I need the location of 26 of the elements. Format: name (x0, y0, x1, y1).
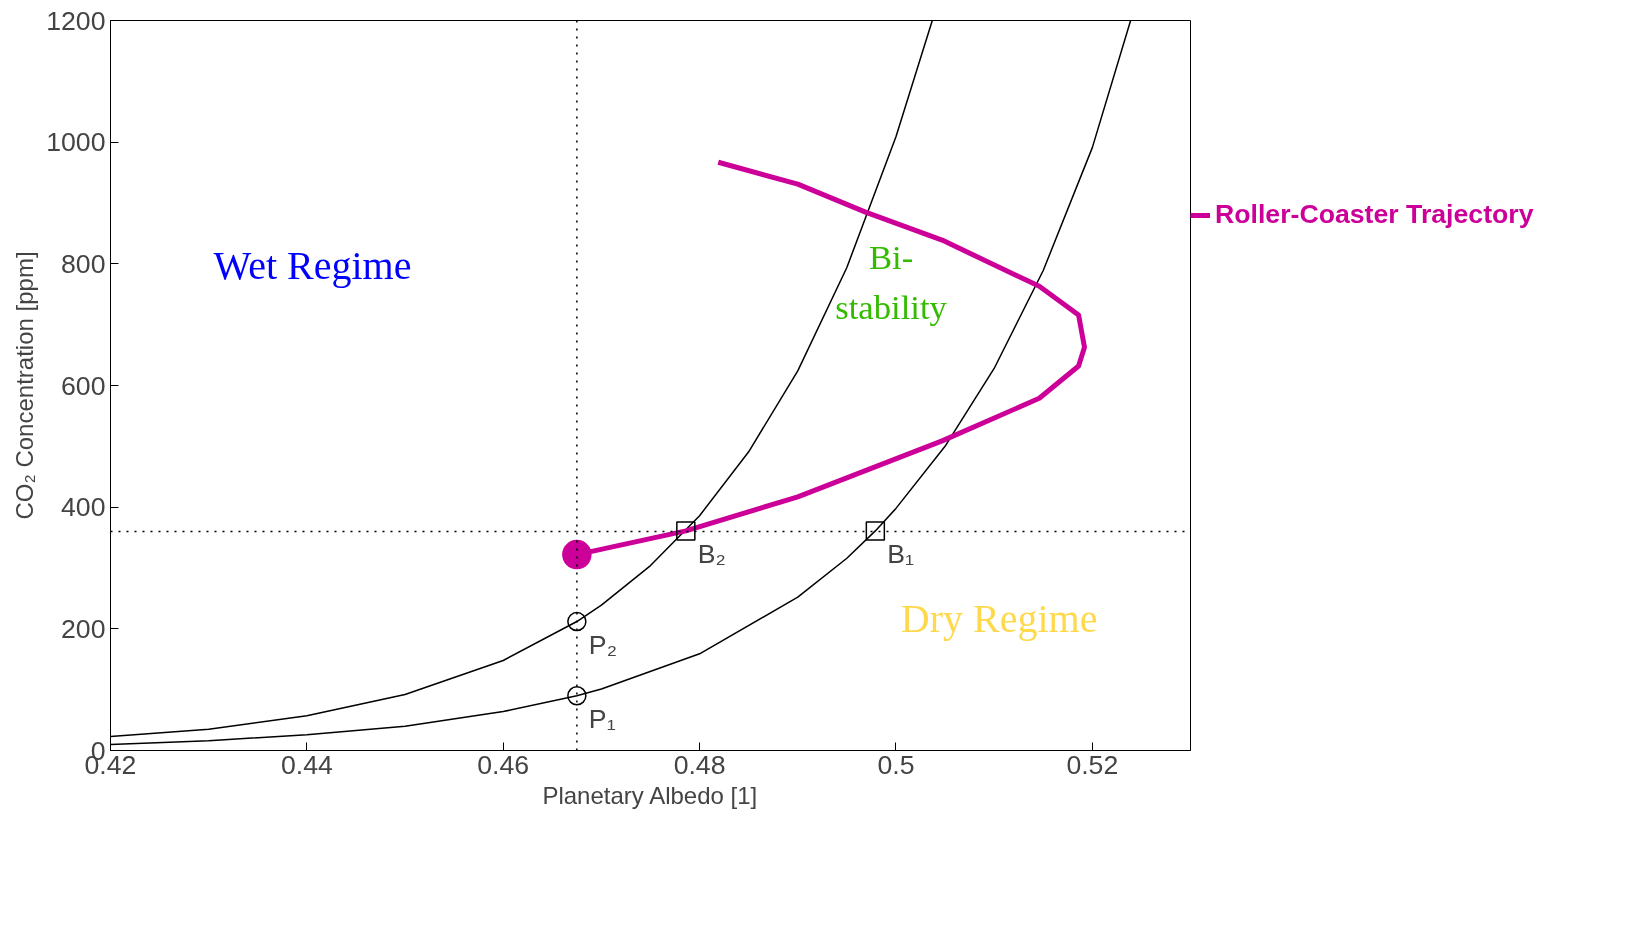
point (865, 521, 886, 541)
y-axis-title: CO₂ Concentration [ppm] (11, 251, 39, 520)
y-tick-label: 1000 (46, 127, 106, 158)
x-axis-title: Planetary Albedo [1] (542, 781, 758, 809)
y-tick-label: 1200 (46, 5, 106, 36)
x-tick-label: 0.5 (877, 749, 915, 780)
x-tick-label: 0.46 (477, 749, 530, 780)
annotation: B₁ (887, 538, 915, 569)
point (567, 611, 587, 632)
annotation: Bi- stability (835, 238, 948, 326)
x-tick-label: 0.48 (673, 749, 726, 780)
x-tick-label: 0.44 (280, 749, 333, 780)
y-tick-label: 600 (61, 370, 106, 401)
point (567, 686, 587, 706)
x-tick-label: 0.52 (1066, 749, 1119, 780)
y-tick-label: 800 (61, 248, 106, 279)
y-tick-label: 400 (61, 492, 106, 523)
annotation: Dry Regime (900, 596, 1098, 641)
y-tick-label: 200 (61, 613, 106, 644)
annotation: P₁ (588, 703, 616, 734)
annotation: Wet Regime (213, 243, 412, 289)
point (676, 521, 696, 541)
legend-label: Roller-Coaster Trajectory (1215, 199, 1534, 230)
annotation: P₂ (588, 629, 617, 660)
point (562, 539, 592, 570)
annotation: B₂ (697, 538, 726, 569)
